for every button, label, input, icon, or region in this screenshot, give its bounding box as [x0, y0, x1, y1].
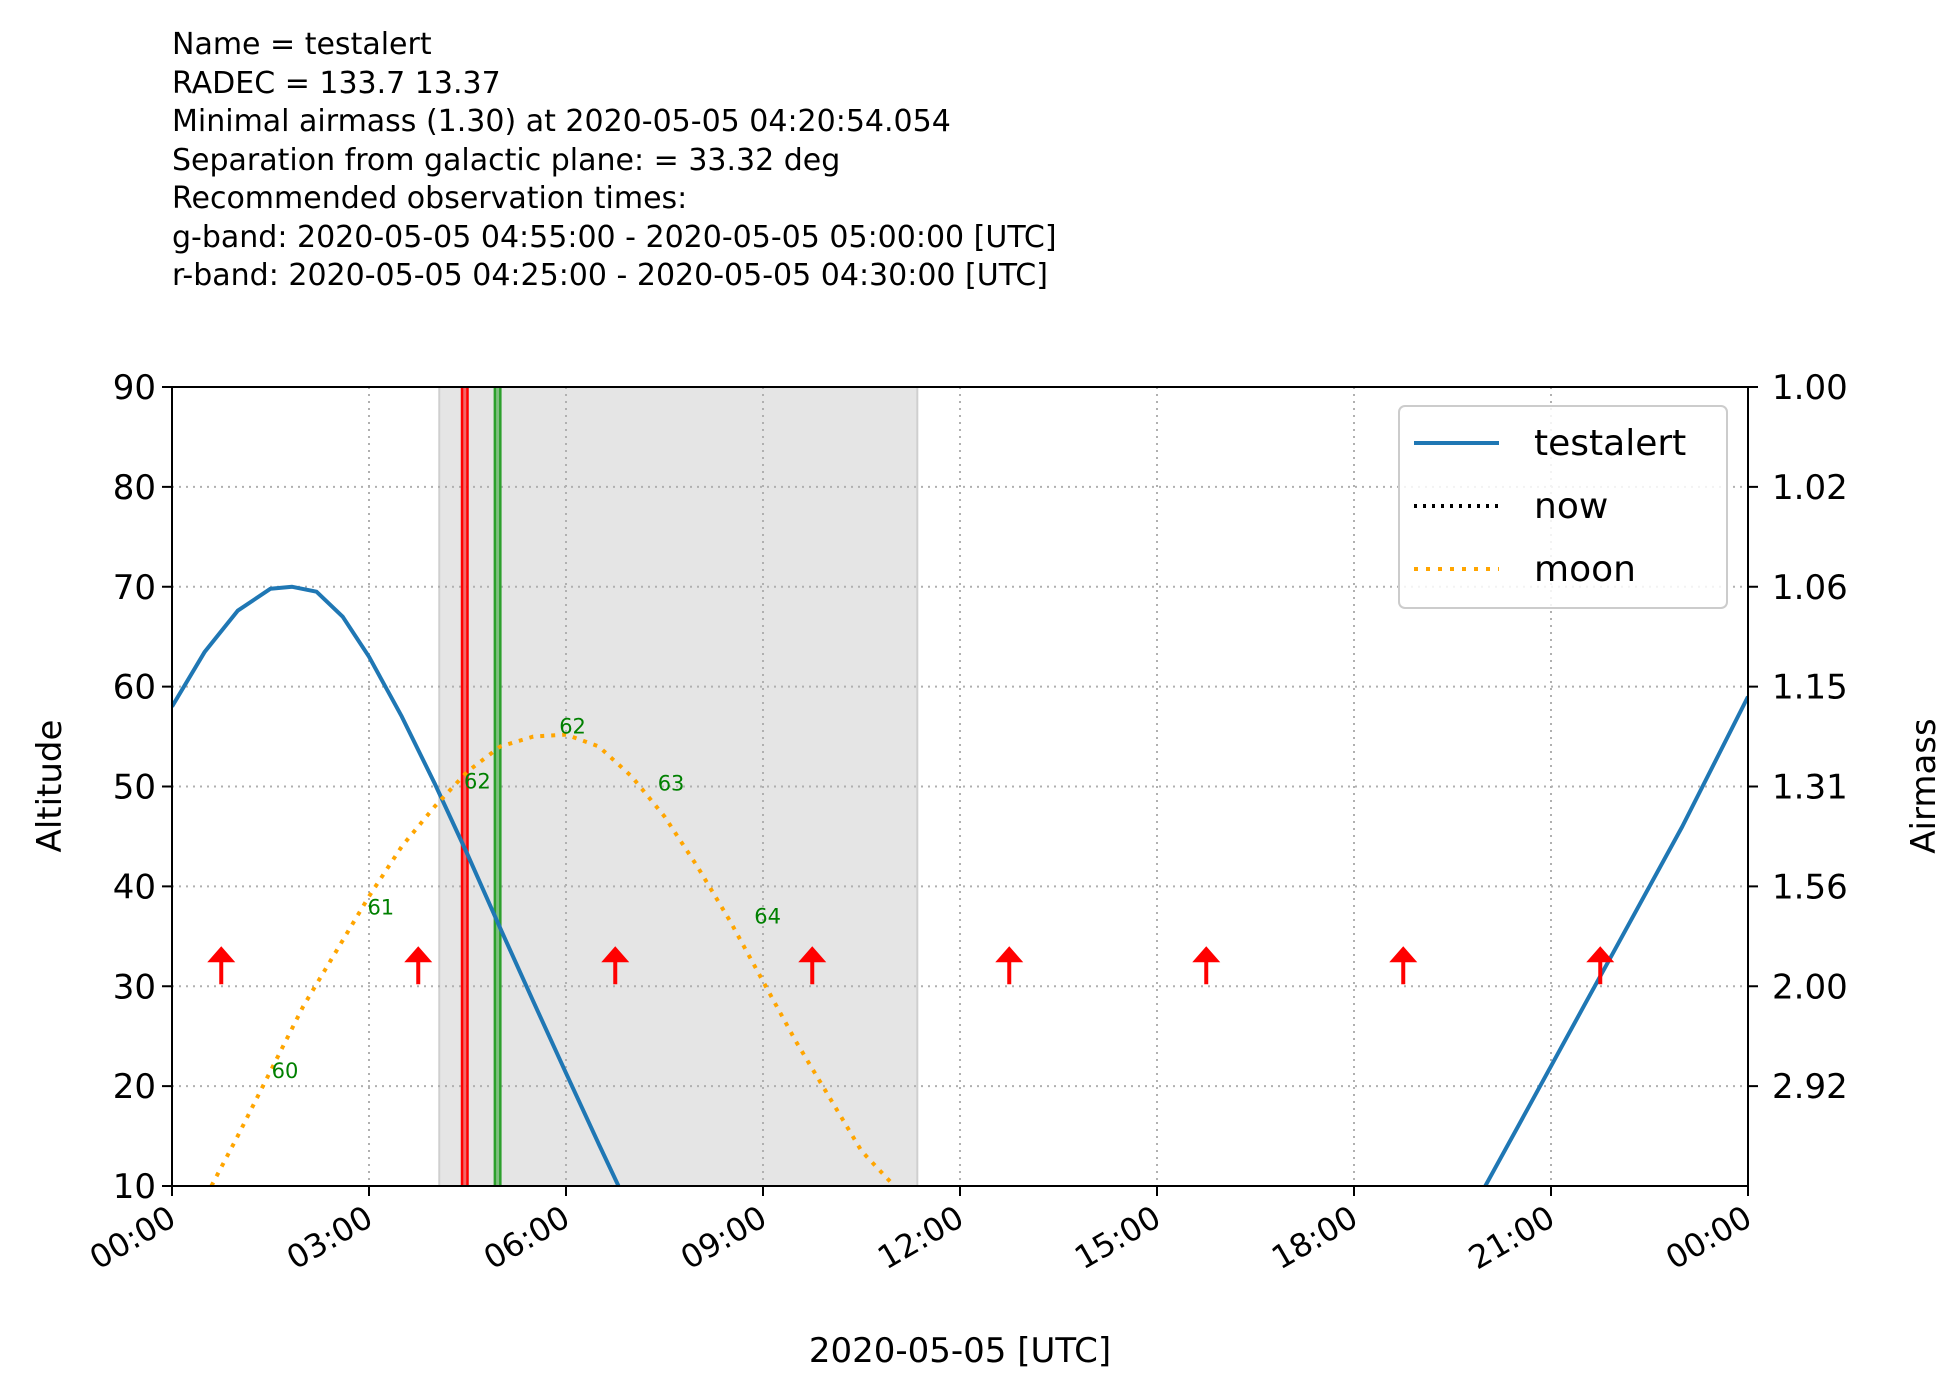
- x-tick-label: 18:00: [1265, 1198, 1364, 1277]
- y-tick-label: 10: [113, 1167, 156, 1207]
- r-band-window: [462, 387, 468, 1186]
- target-name-line: Name = testalert: [172, 27, 432, 62]
- y-tick-label: 60: [113, 668, 156, 708]
- y-tick-label: 90: [113, 368, 156, 408]
- x-tick-label: 12:00: [871, 1198, 970, 1277]
- x-tick-label: 03:00: [280, 1198, 379, 1277]
- target-altitude-curve: [172, 584, 621, 1186]
- wind-arrow-head: [798, 946, 827, 963]
- airmass-tick-label: 1.02: [1772, 468, 1848, 508]
- g-band-time-line: g-band: 2020-05-05 04:55:00 - 2020-05-05…: [172, 219, 1057, 255]
- observation-summary: Name = testalert RADEC = 133.7 13.37 Min…: [172, 26, 1057, 296]
- y-tick-label: 70: [113, 568, 156, 608]
- r-band-time-line: r-band: 2020-05-05 04:25:00 - 2020-05-05…: [172, 258, 1048, 293]
- x-tick-label: 00:00: [83, 1198, 182, 1277]
- airmass-tick-label: 1.56: [1772, 867, 1848, 907]
- y-tick-label: 50: [113, 768, 156, 808]
- airmass-tick-label: 1.15: [1772, 668, 1848, 708]
- wind-arrow-head: [404, 946, 433, 963]
- moon-illumination-label: 64: [754, 904, 781, 928]
- y-tick-label: 20: [113, 1067, 156, 1107]
- y2-axis-label: Airmass: [1904, 718, 1944, 853]
- y-tick-label: 40: [113, 867, 156, 907]
- wind-arrow-head: [1389, 946, 1418, 963]
- legend-label-moon: moon: [1534, 549, 1636, 590]
- moon-illumination-label: 61: [367, 895, 394, 919]
- airmass-tick-label: 1.31: [1772, 768, 1848, 808]
- airmass-tick-label: 2.92: [1772, 1067, 1848, 1107]
- y-tick-label: 80: [113, 468, 156, 508]
- wind-arrow-head: [601, 946, 630, 963]
- legend-label-now: now: [1534, 486, 1608, 527]
- x-tick-label: 09:00: [674, 1198, 773, 1277]
- galactic-separation-line: Separation from galactic plane: = 33.32 …: [172, 142, 841, 178]
- y-axis-label: Altitude: [30, 720, 70, 853]
- x-axis-label: 2020-05-05 [UTC]: [809, 1331, 1111, 1371]
- y-tick-label: 30: [113, 967, 156, 1007]
- wind-arrow-head: [207, 946, 236, 963]
- moon-illumination-label: 63: [658, 771, 685, 795]
- recommended-times-heading: Recommended observation times:: [172, 181, 688, 216]
- radec-line: RADEC = 133.7 13.37: [172, 65, 501, 101]
- airmass-tick-label: 2.00: [1772, 967, 1848, 1007]
- x-tick-label: 21:00: [1462, 1198, 1561, 1277]
- moon-illumination-label: 62: [559, 715, 586, 739]
- moon-illumination-label: 62: [464, 769, 491, 793]
- airmass-tick-label: 1.00: [1772, 368, 1848, 408]
- legend-box: [1398, 405, 1728, 609]
- airmass-tick-label: 1.06: [1772, 568, 1848, 608]
- x-tick-label: 00:00: [1659, 1198, 1758, 1277]
- x-tick-label: 06:00: [477, 1198, 576, 1277]
- moon-curve: [209, 732, 896, 1186]
- wind-arrow-head: [1586, 946, 1615, 963]
- minimal-airmass-line: Minimal airmass (1.30) at 2020-05-05 04:…: [172, 104, 951, 139]
- moon-illumination-label: 60: [272, 1059, 299, 1083]
- legend-label-testalert: testalert: [1534, 423, 1686, 464]
- g-band-window: [494, 387, 501, 1186]
- target-altitude-curve: [1483, 695, 1748, 1186]
- wind-arrow-head: [995, 946, 1024, 963]
- wind-arrow-head: [1192, 946, 1221, 963]
- x-tick-label: 15:00: [1068, 1198, 1167, 1277]
